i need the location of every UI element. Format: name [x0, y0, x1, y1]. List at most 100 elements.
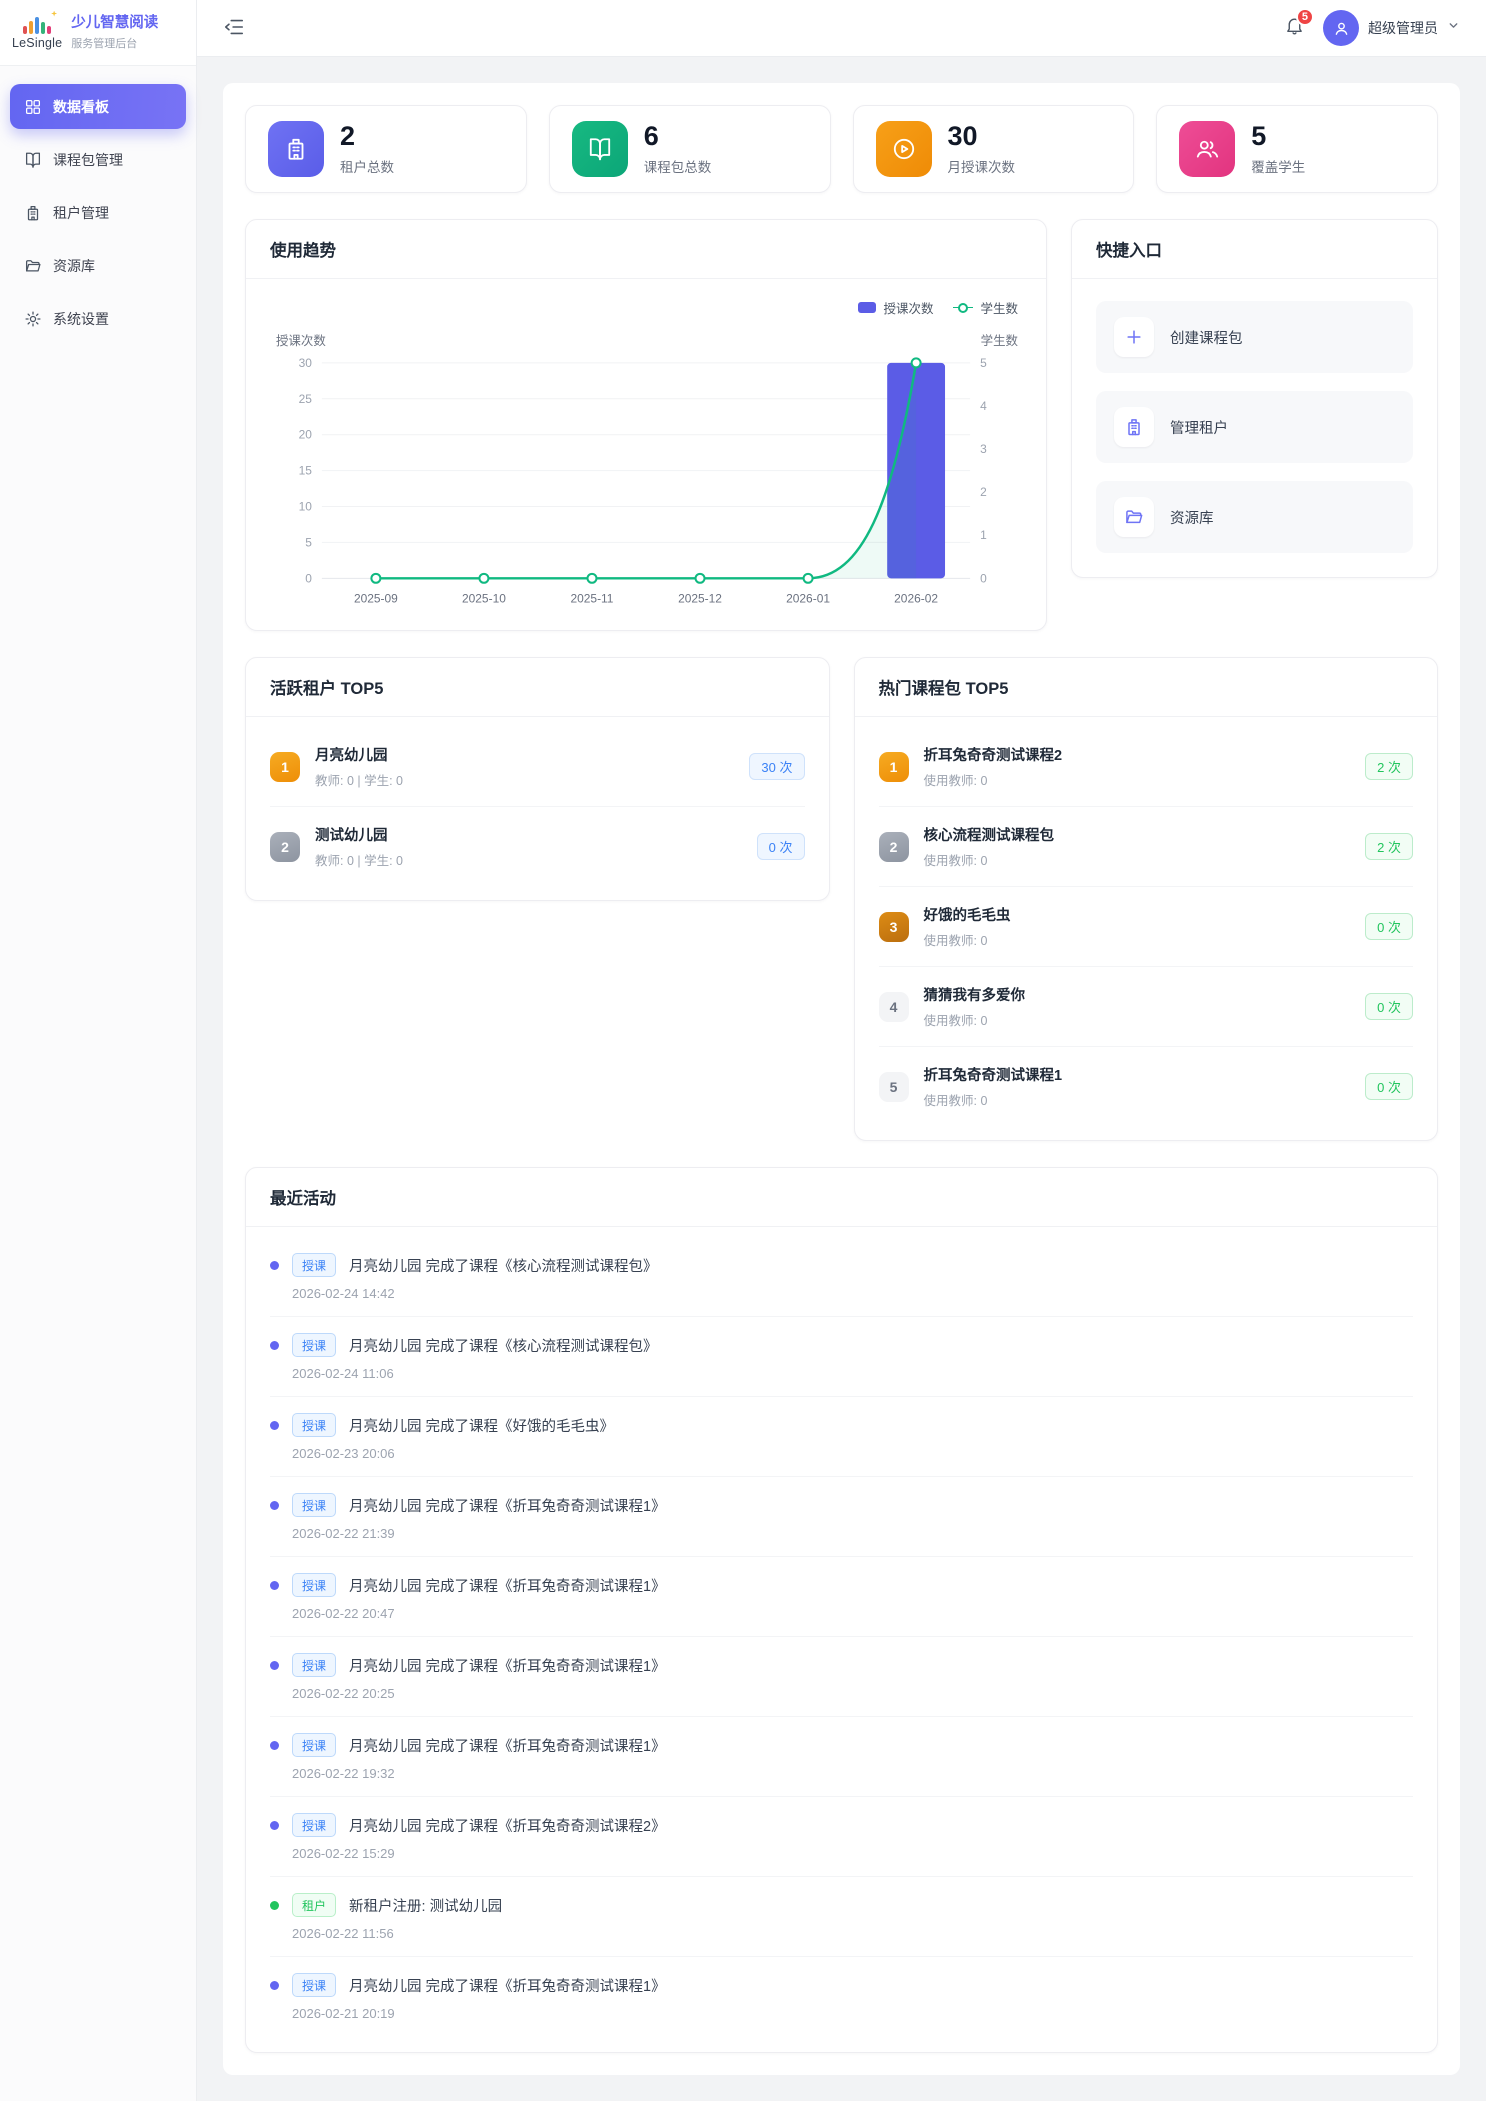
gear-icon	[25, 310, 41, 327]
svg-text:2025-10: 2025-10	[462, 591, 506, 605]
avatar	[1323, 10, 1359, 46]
activity-text: 月亮幼儿园 完成了课程《折耳兔奇奇测试课程2》	[349, 1818, 666, 1835]
activity-item: 授课 月亮幼儿园 完成了课程《核心流程测试课程包》 2026-02-24 14:…	[270, 1237, 1413, 1318]
chevron-down-icon	[1447, 19, 1460, 37]
stat-value: 2	[340, 120, 356, 151]
activity-item: 授课 月亮幼儿园 完成了课程《折耳兔奇奇测试课程1》 2026-02-22 21…	[270, 1477, 1413, 1558]
svg-text:4: 4	[980, 399, 987, 413]
activity-time: 2026-02-24 11:06	[292, 1366, 394, 1382]
activity-tag: 授课	[292, 1493, 337, 1518]
line-legend-marker-icon	[953, 302, 974, 313]
chart-legend: 授课次数 学生数	[270, 297, 1022, 317]
activity-text: 月亮幼儿园 完成了课程《折耳兔奇奇测试课程1》	[349, 1498, 666, 1515]
sidebar-item-tenants[interactable]: 租户管理	[10, 190, 186, 235]
stat-value: 5	[1251, 120, 1267, 151]
stat-label: 租户总数	[340, 160, 394, 176]
package-meta: 使用教师: 0	[923, 854, 988, 869]
activity-text: 月亮幼儿园 完成了课程《折耳兔奇奇测试课程1》	[349, 1578, 666, 1595]
rank-badge: 1	[878, 751, 909, 782]
activity-time: 2026-02-22 21:39	[292, 1526, 395, 1542]
activity-time: 2026-02-23 20:06	[292, 1446, 395, 1462]
user-icon	[1335, 22, 1347, 35]
brand-logo-text: LeSingle	[12, 35, 63, 50]
svg-text:3: 3	[980, 442, 987, 456]
activity-text: 月亮幼儿园 完成了课程《核心流程测试课程包》	[349, 1258, 658, 1275]
svg-text:1: 1	[980, 528, 987, 542]
activity-text: 月亮幼儿园 完成了课程《好饿的毛毛虫》	[349, 1418, 615, 1435]
building-icon	[27, 205, 39, 220]
activity-time: 2026-02-22 19:32	[292, 1766, 395, 1782]
legend-item-lessons[interactable]: 授课次数	[858, 298, 933, 317]
legend-label: 授课次数	[883, 301, 934, 316]
package-row: 1 折耳兔奇奇测试课程2 使用教师: 0 2 次	[878, 727, 1413, 808]
activity-item: 授课 月亮幼儿园 完成了课程《折耳兔奇奇测试课程1》 2026-02-22 20…	[270, 1557, 1413, 1638]
brand-title: 少儿智慧阅读	[71, 15, 159, 32]
tenant-meta: 教师: 0 | 学生: 0	[315, 774, 403, 789]
user-menu[interactable]: 超级管理员	[1323, 10, 1460, 46]
tenant-name: 月亮幼儿园	[315, 748, 388, 765]
activity-text: 月亮幼儿园 完成了课程《折耳兔奇奇测试课程1》	[349, 1658, 666, 1675]
stat-label: 课程包总数	[643, 160, 712, 176]
recent-activity-card: 最近活动 授课 月亮幼儿园 完成了课程《核心流程测试课程包》 2026-02-2…	[245, 1167, 1438, 2054]
sidebar-item-dashboard[interactable]: 数据看板	[10, 84, 186, 129]
activity-tag: 授课	[292, 1573, 337, 1598]
activity-time: 2026-02-21 20:19	[292, 2006, 395, 2022]
sidebar-item-course-packages[interactable]: 课程包管理	[10, 137, 186, 182]
sidebar-collapse-button[interactable]	[223, 16, 247, 40]
quick-resources-button[interactable]: 资源库	[1096, 481, 1413, 553]
usage-chart-svg: 0 5 10 15 20 25 30 0 1 2 3 4 5 授课次数 学生数 2025-09 2025-10 2…	[276, 333, 1019, 605]
hot-packages-title: 热门课程包 TOP5	[854, 658, 1437, 718]
quick-create-package-button[interactable]: 创建课程包	[1096, 301, 1413, 373]
package-name: 折耳兔奇奇测试课程1	[923, 1068, 1063, 1085]
notifications-button[interactable]: 5	[1284, 8, 1314, 41]
stat-cards-row: 2 租户总数 6 课程包总数 30 月授课次数	[245, 105, 1438, 193]
activity-tag: 授课	[292, 1733, 337, 1758]
activity-dot-icon	[270, 1980, 279, 1990]
activity-time: 2026-02-22 15:29	[292, 1846, 395, 1862]
dashboard-shell: 2 租户总数 6 课程包总数 30 月授课次数	[223, 83, 1460, 2076]
activity-text: 月亮幼儿园 完成了课程《折耳兔奇奇测试课程1》	[349, 1738, 666, 1755]
building-icon	[1114, 407, 1154, 447]
brand-subtitle: 服务管理后台	[71, 37, 138, 50]
activity-tag: 授课	[292, 1653, 337, 1678]
package-meta: 使用教师: 0	[923, 934, 988, 949]
usage-count-pill: 0 次	[1365, 993, 1413, 1021]
top-header: 5 超级管理员	[197, 0, 1486, 57]
activity-tag: 授课	[292, 1813, 337, 1838]
package-row: 4 猜猜我有多爱你 使用教师: 0 0 次	[878, 967, 1413, 1048]
brand-logo: LeSingle	[12, 10, 63, 50]
rank-badge: 2	[270, 831, 300, 862]
tenant-name: 测试幼儿园	[315, 828, 388, 845]
tenant-row: 1 月亮幼儿园 教师: 0 | 学生: 0 30 次	[270, 727, 805, 808]
activity-time: 2026-02-22 11:56	[292, 1926, 394, 1942]
sidebar-item-label: 资源库	[53, 257, 95, 274]
stat-card-students: 5 覆盖学生	[1156, 105, 1438, 193]
folder-open-icon	[1114, 497, 1154, 537]
activity-text: 月亮幼儿园 完成了课程《核心流程测试课程包》	[349, 1338, 658, 1355]
stat-value: 6	[643, 120, 659, 151]
logo-spark-icon	[51, 10, 58, 17]
book-open-icon	[25, 152, 41, 168]
legend-item-students[interactable]: 学生数	[953, 298, 1018, 317]
building-icon	[268, 121, 324, 177]
usage-count-pill: 2 次	[1365, 753, 1413, 781]
activity-time: 2026-02-24 14:42	[292, 1286, 395, 1302]
svg-text:25: 25	[299, 392, 313, 406]
quick-label: 管理租户	[1170, 420, 1228, 437]
sidebar-item-resources[interactable]: 资源库	[10, 243, 186, 288]
package-row: 2 核心流程测试课程包 使用教师: 0 2 次	[878, 807, 1413, 888]
package-meta: 使用教师: 0	[923, 774, 988, 789]
sidebar-item-label: 系统设置	[53, 310, 109, 327]
stat-value: 30	[947, 120, 978, 151]
logo-bars-icon	[23, 10, 58, 34]
activity-text: 月亮幼儿园 完成了课程《折耳兔奇奇测试课程1》	[349, 1978, 666, 1995]
activity-dot-icon	[270, 1740, 279, 1750]
notification-count-badge: 5	[1295, 8, 1314, 26]
quick-entry-card: 快捷入口 创建课程包 管理租户	[1071, 219, 1438, 578]
svg-text:0: 0	[980, 571, 987, 585]
usage-trend-card: 使用趋势 授课次数 学生数 0 5 10 15 20 25 30 0 1 2 3 4 5 授课次数 学生数 2…	[245, 219, 1047, 632]
sidebar-item-settings[interactable]: 系统设置	[10, 296, 186, 341]
activity-item: 授课 月亮幼儿园 完成了课程《折耳兔奇奇测试课程1》 2026-02-21 20…	[270, 1957, 1413, 2036]
quick-manage-tenants-button[interactable]: 管理租户	[1096, 391, 1413, 463]
sidebar: LeSingle 少儿智慧阅读 服务管理后台 数据看板 课程包管理	[0, 0, 197, 2101]
